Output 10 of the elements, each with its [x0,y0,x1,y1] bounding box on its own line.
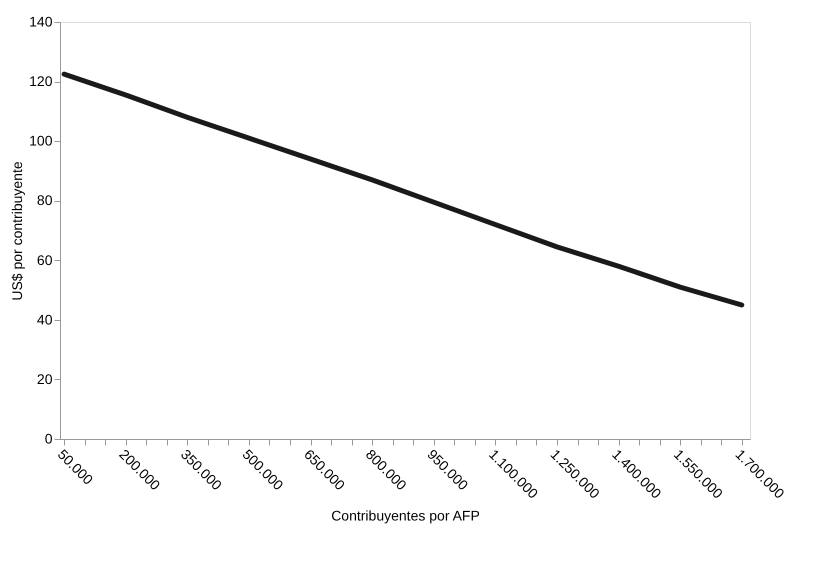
y-tick-label: 140 [29,14,53,30]
x-axis-title: Contribuyentes por AFP [331,507,480,524]
y-tick-label: 20 [36,370,53,387]
y-tick-label: 100 [29,132,53,149]
y-tick-label: 80 [36,192,53,208]
y-tick-label: 60 [36,252,53,268]
y-tick-label: 40 [36,311,53,328]
y-tick-label: 0 [44,430,53,446]
y-tick-label: 120 [29,73,53,90]
y-axis-title: US$ por contribuyente [9,161,26,301]
